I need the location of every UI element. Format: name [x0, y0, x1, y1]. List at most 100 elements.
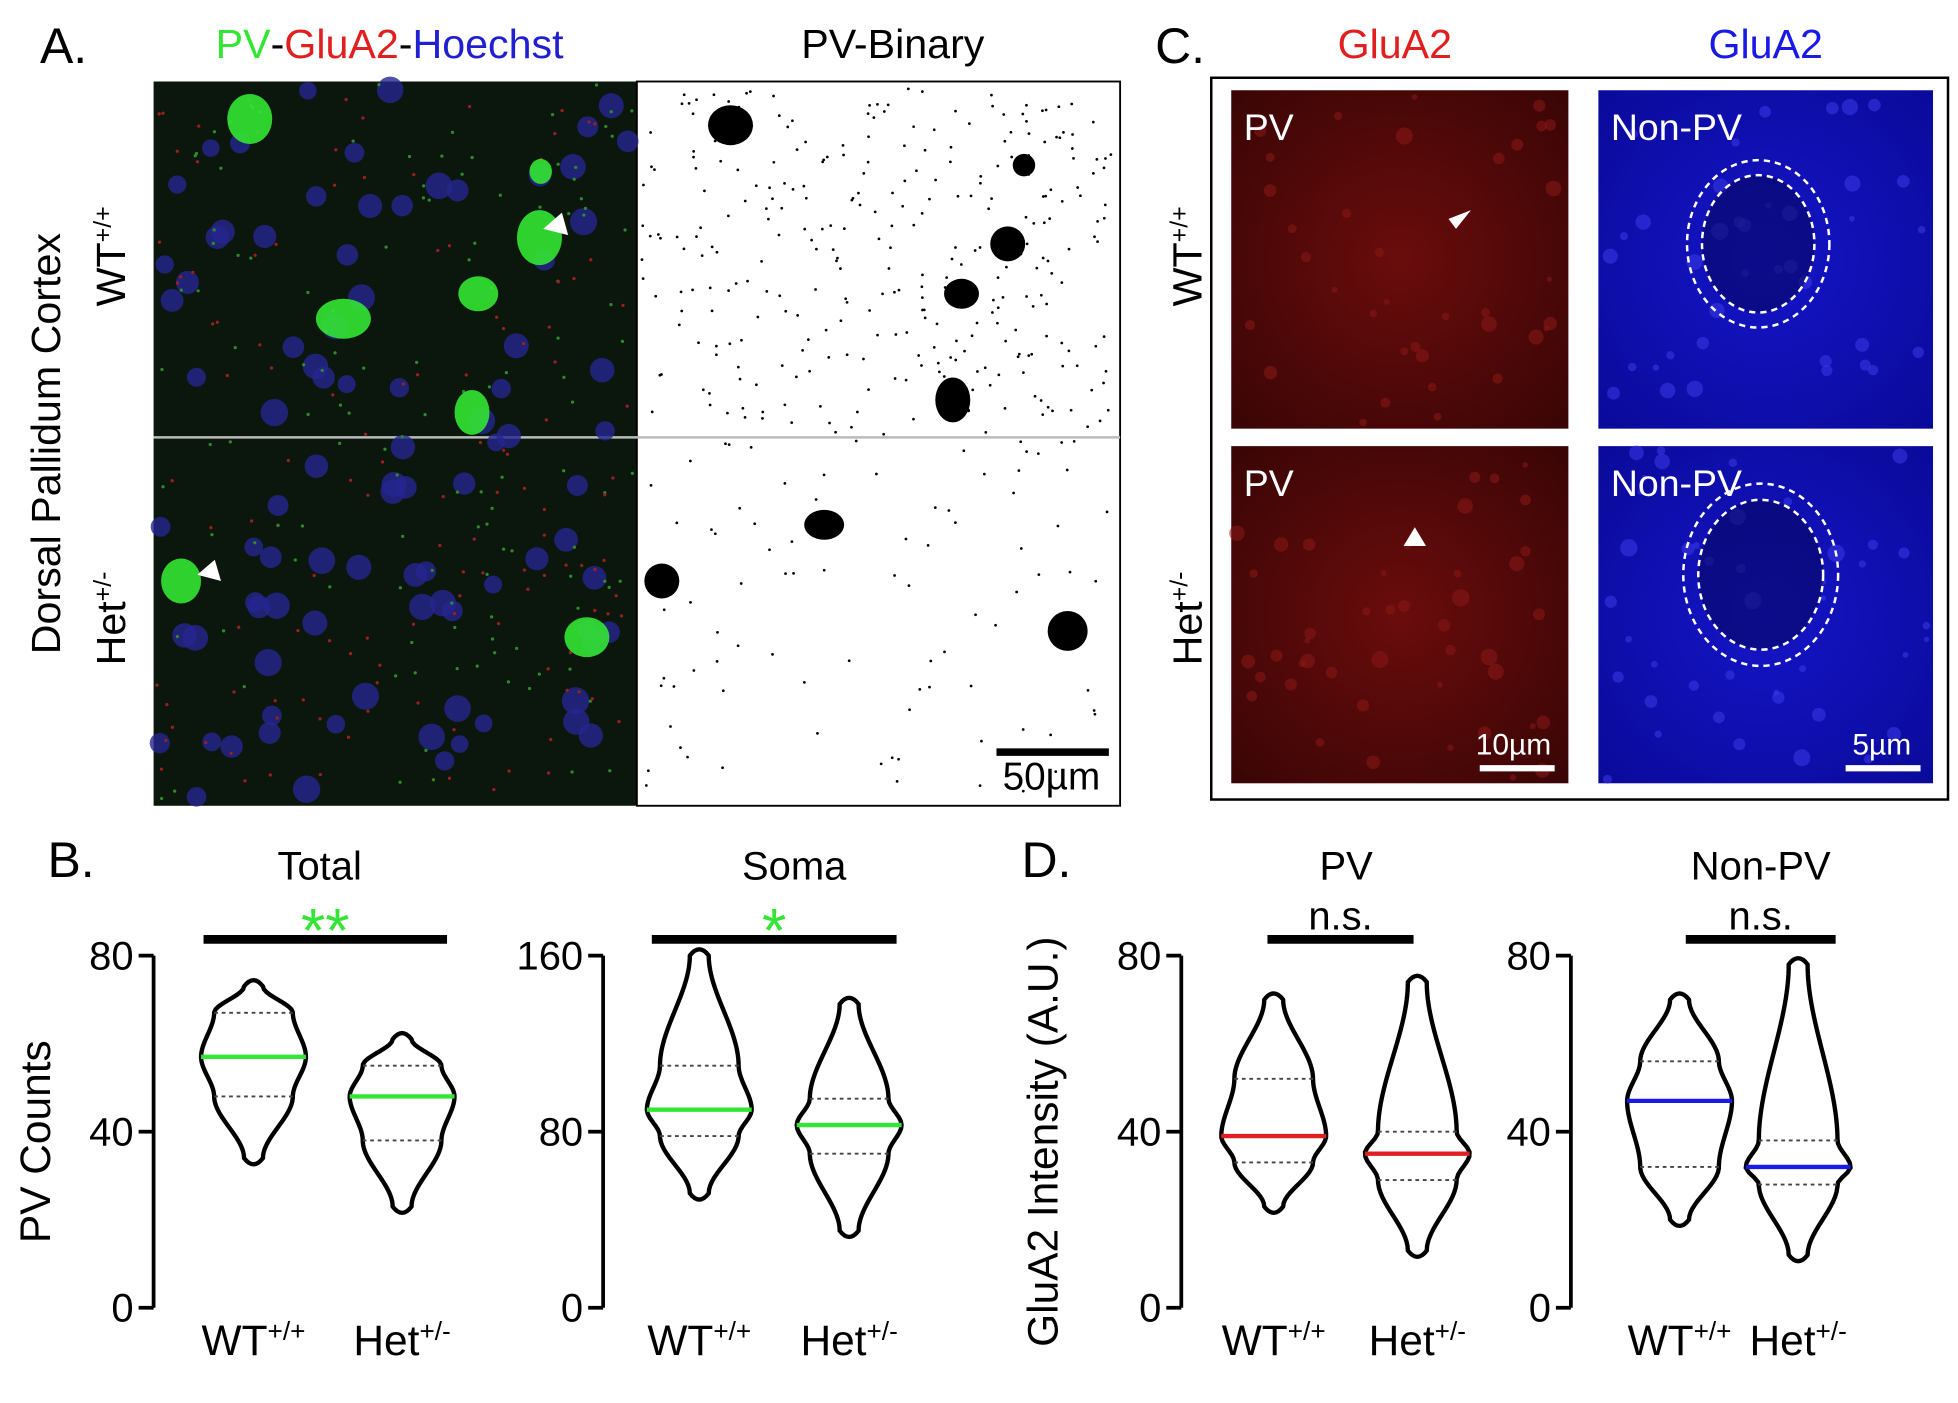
nucleus — [491, 378, 511, 399]
binary-speck — [988, 383, 992, 387]
puncta — [609, 302, 613, 307]
binary-speck — [792, 572, 795, 575]
binary-speck — [1042, 221, 1046, 225]
puncta — [553, 132, 557, 136]
puncta — [538, 205, 542, 209]
binary-speck — [700, 254, 704, 257]
puncta — [490, 506, 494, 510]
nucleus — [253, 224, 277, 249]
puncta — [175, 634, 179, 639]
binary-speck — [778, 294, 782, 298]
puncta — [504, 371, 509, 375]
texture — [1635, 214, 1651, 230]
texture — [1410, 341, 1421, 352]
binary-speck — [692, 669, 696, 672]
binary-speck — [641, 277, 645, 280]
binary-speck — [802, 680, 806, 684]
binary-speck — [1017, 352, 1021, 356]
texture — [1855, 337, 1870, 352]
texture — [1922, 621, 1931, 630]
texture — [1334, 111, 1343, 121]
binary-speck — [682, 93, 686, 97]
binary-speck — [791, 187, 795, 191]
cell — [529, 158, 552, 184]
binary-speck — [790, 540, 794, 543]
binary-speck — [715, 660, 719, 663]
puncta — [365, 636, 369, 640]
panel-label: A. — [40, 18, 87, 74]
puncta — [175, 149, 179, 153]
puncta — [249, 256, 253, 260]
binary-speck — [1030, 352, 1034, 356]
binary-speck — [1096, 220, 1099, 223]
nucleus — [380, 479, 406, 504]
binary-speck — [1046, 405, 1050, 409]
puncta — [253, 541, 257, 545]
nucleus — [150, 516, 171, 537]
puncta — [496, 622, 501, 626]
binary-speck — [942, 375, 946, 378]
nucleus — [418, 723, 445, 751]
puncta — [380, 460, 385, 464]
puncta — [175, 281, 180, 285]
puncta — [620, 339, 625, 343]
binary-speck — [1004, 339, 1008, 343]
puncta — [212, 228, 216, 232]
binary-speck — [938, 370, 941, 374]
nucleus — [376, 76, 404, 104]
binary-speck — [1027, 354, 1031, 357]
puncta — [170, 725, 175, 729]
binary-speck — [1086, 688, 1090, 692]
texture — [1713, 711, 1725, 724]
puncta — [415, 360, 419, 364]
nucleus — [578, 723, 603, 748]
binary-speck — [1060, 199, 1064, 203]
binary-speck — [796, 314, 800, 317]
binary-speck — [1012, 491, 1015, 495]
binary-speck — [932, 346, 936, 349]
puncta — [556, 162, 560, 166]
puncta — [507, 769, 511, 773]
texture — [1620, 539, 1638, 557]
binary-speck — [893, 377, 897, 380]
red-image — [1231, 446, 1569, 784]
puncta — [550, 112, 555, 117]
texture — [1912, 346, 1925, 359]
texture — [1366, 755, 1380, 769]
binary-speck — [650, 410, 654, 414]
binary-speck — [960, 390, 964, 394]
texture — [1848, 215, 1855, 222]
texture — [1811, 707, 1826, 722]
binary-speck — [839, 267, 842, 270]
texture — [1841, 98, 1858, 116]
texture — [1686, 380, 1704, 398]
binary-speck — [649, 131, 652, 134]
binary-speck — [1098, 419, 1102, 423]
binary-speck — [839, 319, 843, 323]
puncta — [447, 244, 452, 248]
texture — [1244, 319, 1256, 331]
binary-speck — [1095, 157, 1099, 161]
puncta — [510, 549, 514, 553]
binary-speck — [996, 164, 1000, 168]
puncta — [452, 728, 456, 732]
title-part: - — [399, 21, 413, 67]
binary-speck — [890, 756, 894, 760]
texture — [1229, 525, 1245, 542]
binary-speck — [653, 168, 656, 171]
puncta — [464, 373, 468, 377]
puncta — [327, 639, 332, 643]
binary-speck — [1069, 408, 1073, 412]
binary-speck — [1033, 394, 1037, 398]
significance: * — [762, 896, 786, 966]
texture — [1452, 589, 1470, 607]
texture — [1509, 556, 1525, 572]
binary-speck — [1102, 216, 1106, 220]
binary-speck — [991, 104, 994, 108]
nucleus — [205, 225, 230, 250]
texture — [1644, 695, 1658, 708]
binary-speck — [1025, 103, 1028, 107]
texture — [1619, 232, 1628, 241]
panel-a-title: PV-GluA2-Hoechst — [216, 21, 565, 67]
puncta — [401, 534, 405, 539]
